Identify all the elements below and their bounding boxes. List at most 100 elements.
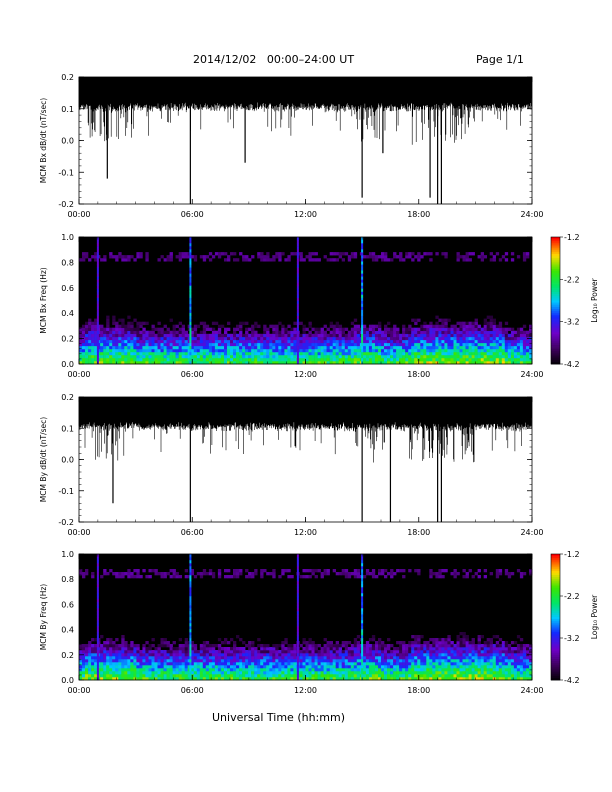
spectrogram-cell xyxy=(402,656,406,660)
spectrogram-cell xyxy=(356,662,361,666)
spectrogram-cell xyxy=(456,656,460,660)
spectrogram-cell xyxy=(396,330,400,335)
spectrogram-cell xyxy=(371,330,376,335)
spectrogram-cell xyxy=(405,255,409,259)
spectrogram-cell xyxy=(121,659,125,663)
spectrogram-cell xyxy=(85,324,89,329)
y-tick-label-1-1: 0.8 xyxy=(61,258,74,267)
spectrogram-cell xyxy=(257,644,261,648)
spectrogram-burst-1-0 xyxy=(96,315,99,319)
spectrogram-cell xyxy=(199,348,204,353)
spectrogram-burst-1-1 xyxy=(189,339,192,344)
spectrogram-cell xyxy=(338,252,343,256)
spectrogram-burst-3-1 xyxy=(189,566,192,570)
spectrogram-cell xyxy=(224,650,228,654)
spectrogram-cell xyxy=(450,674,454,678)
spectrogram-cell xyxy=(163,354,167,359)
spectrogram-cell xyxy=(202,255,207,259)
spectrogram-cell xyxy=(390,361,394,365)
spectrogram-cell xyxy=(450,342,454,347)
spectrogram-burst-1-2 xyxy=(296,351,299,356)
spectrogram-cell xyxy=(245,354,249,359)
spectrogram-cell xyxy=(338,358,343,362)
spectrogram-cell xyxy=(79,668,83,672)
spectrogram-cell xyxy=(323,644,327,648)
spectrogram-cell xyxy=(85,665,89,669)
spectrogram-cell xyxy=(269,662,273,666)
spectrogram-cell xyxy=(302,674,306,678)
spectrogram-burst-3-0 xyxy=(96,599,99,603)
spectrogram-cell xyxy=(323,659,327,663)
spectrogram-cell xyxy=(335,656,340,660)
spectrogram-cell xyxy=(190,336,195,341)
spectrogram-cell xyxy=(181,330,186,335)
spectrogram-cell xyxy=(115,572,119,576)
spectrogram-cell xyxy=(88,327,92,332)
spectrogram-cell xyxy=(127,336,131,341)
spectrogram-cell xyxy=(178,348,183,353)
spectrogram-cell xyxy=(202,330,207,335)
spectrogram-cell xyxy=(199,656,204,660)
spectrogram-cell xyxy=(115,336,119,341)
spectrogram-cell xyxy=(414,358,418,362)
spectrogram-cell xyxy=(266,339,270,344)
spectrogram-cell xyxy=(175,336,179,341)
spectrogram-cell xyxy=(474,656,478,660)
spectrogram-cell xyxy=(510,677,515,681)
spectrogram-cell xyxy=(293,671,297,675)
spectrogram-cell xyxy=(94,647,98,651)
colorbar-segment xyxy=(551,306,560,310)
spectrogram-burst-1-2 xyxy=(296,261,299,265)
spectrogram-cell xyxy=(323,345,327,350)
spectrogram-cell xyxy=(130,641,134,645)
y-tick-label-0-1: 0.1 xyxy=(61,105,74,114)
spectrogram-burst-3-1 xyxy=(189,662,192,666)
spectrogram-cell xyxy=(453,662,457,666)
spectrogram-cell xyxy=(248,339,252,344)
spectrogram-cell xyxy=(311,333,315,338)
y-tick-label-0-2: 0.0 xyxy=(61,137,74,146)
spectrogram-cell xyxy=(308,644,312,648)
spectrogram-cell xyxy=(426,641,430,645)
spectrogram-cell xyxy=(519,330,524,335)
spectrogram-cell xyxy=(281,354,285,359)
spectrogram-cell xyxy=(205,644,210,648)
spectrogram-cell xyxy=(435,351,439,356)
spectrogram-cell xyxy=(341,653,346,657)
spectrogram-cell xyxy=(456,665,460,669)
spectrogram-cell xyxy=(317,333,321,338)
spectrogram-cell xyxy=(365,336,370,341)
spectrogram-cell xyxy=(465,659,469,663)
spectrogram-cell xyxy=(148,333,152,338)
spectrogram-cell xyxy=(217,647,222,651)
spectrogram-cell xyxy=(248,327,252,332)
spectrogram-cell xyxy=(166,342,170,347)
spectrogram-cell xyxy=(326,647,330,651)
spectrogram-cell xyxy=(474,358,478,362)
spectrogram-cell xyxy=(157,321,161,326)
spectrogram-cell xyxy=(121,575,125,579)
spectrogram-cell xyxy=(504,644,509,648)
spectrogram-cell xyxy=(230,361,234,365)
spectrogram-cell xyxy=(498,339,503,344)
spectrogram-cell xyxy=(254,342,258,347)
spectrogram-cell xyxy=(522,258,527,262)
spectrogram-cell xyxy=(127,644,131,648)
spectrogram-cell xyxy=(169,339,173,344)
spectrogram-cell xyxy=(326,342,330,347)
spectrogram-cell xyxy=(420,255,424,259)
spectrogram-cell xyxy=(420,650,424,654)
spectrogram-cell xyxy=(85,336,89,341)
spectrogram-cell xyxy=(438,348,442,353)
spectrogram-cell xyxy=(510,327,515,332)
spectrogram-cell xyxy=(471,677,475,681)
spectrogram-cell xyxy=(396,662,400,666)
spectrogram-cell xyxy=(94,662,98,666)
x-tick-label-2-2: 12:00 xyxy=(294,528,317,537)
spectrogram-cell xyxy=(344,653,349,657)
spectrogram-cell xyxy=(381,361,385,365)
spectrogram-cell xyxy=(202,336,207,341)
spectrogram-cell xyxy=(242,348,246,353)
spectrogram-cell xyxy=(526,330,530,335)
spectrogram-cell xyxy=(516,650,521,654)
